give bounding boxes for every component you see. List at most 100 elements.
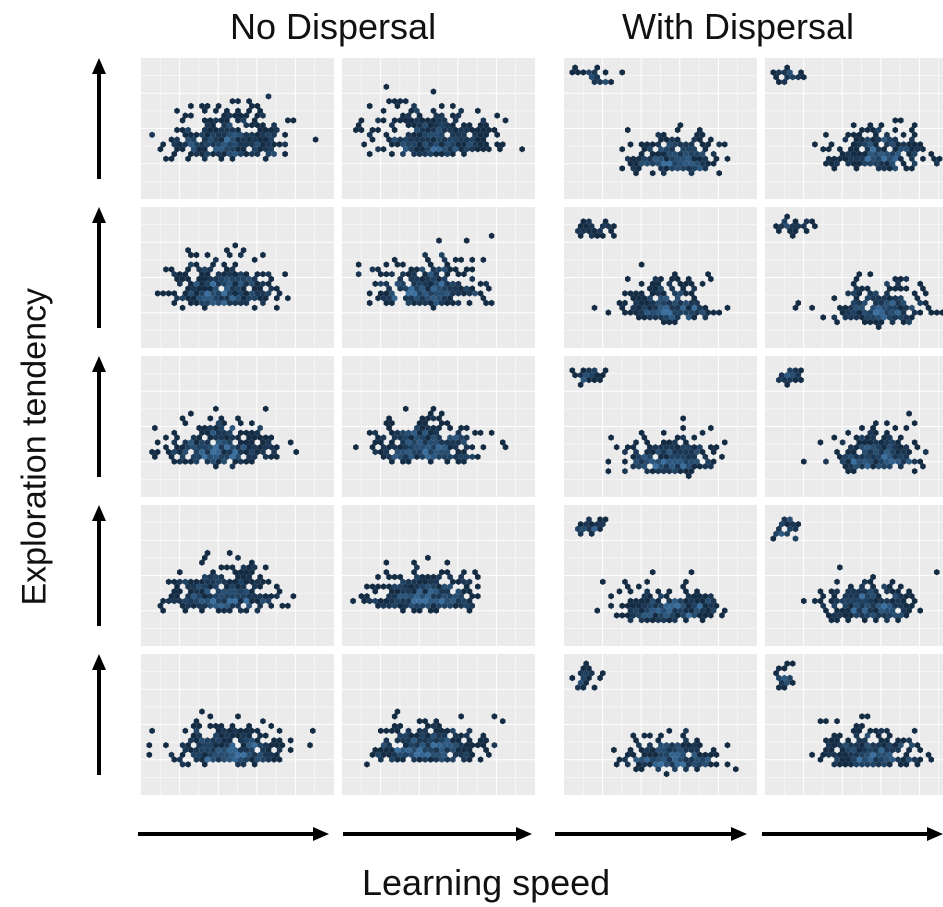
- hexbin-cell: [251, 304, 258, 311]
- hexbin-cell: [647, 304, 653, 311]
- hexbin-cell: [688, 607, 695, 614]
- hexbin-cell: [674, 453, 681, 460]
- hexbin-cell: [898, 593, 904, 600]
- hexbin-cell: [196, 424, 202, 432]
- hexbin-cell: [447, 136, 453, 143]
- hexbin-cell: [792, 376, 799, 384]
- hexbin-cell: [414, 126, 420, 134]
- hexbin-cell: [870, 742, 876, 749]
- hexbin-cell: [837, 732, 843, 739]
- hexbin-cell: [246, 434, 252, 441]
- hexbin-cell: [647, 602, 653, 609]
- hexbin-cell: [669, 602, 675, 609]
- hexbin-cell: [691, 453, 697, 460]
- hexbin-cell: [177, 448, 183, 456]
- hexbin-cell: [469, 266, 475, 273]
- hexbin-cell: [663, 155, 670, 162]
- hexbin-cell: [405, 429, 412, 436]
- hexbin-cell: [884, 607, 890, 614]
- hexbin-cell: [226, 549, 233, 557]
- hexbin-cell: [213, 424, 219, 432]
- hexbin-cell: [182, 746, 189, 754]
- hexbin-cell: [246, 98, 252, 105]
- hexbin-cell: [251, 453, 258, 460]
- hexbin-cell: [226, 141, 233, 148]
- hexbin-cell: [669, 165, 675, 172]
- hexbin-cell: [452, 126, 459, 134]
- hexbin-cell: [414, 146, 420, 153]
- hexbin-cell: [276, 727, 283, 734]
- hexbin-cell: [641, 602, 648, 609]
- hexbin-cell: [411, 429, 417, 436]
- hexbin-cell: [265, 93, 272, 100]
- hexbin-cell: [146, 742, 153, 749]
- hexbin-cell: [204, 102, 211, 110]
- hexbin-cell: [658, 165, 664, 172]
- hexbin-cell: [655, 756, 661, 763]
- hexbin-cell: [391, 573, 398, 581]
- hexbin-cell: [886, 136, 893, 143]
- hexbin-cell: [870, 463, 876, 470]
- hexbin-cell: [638, 309, 645, 316]
- hexbin-cell: [414, 295, 420, 302]
- hexbin-cell: [414, 742, 420, 749]
- hexbin-cell: [666, 150, 673, 158]
- hexbin-cell: [685, 453, 692, 460]
- hexbin-cell: [666, 617, 673, 624]
- hexbin-cell: [608, 227, 614, 235]
- hexbin-cell: [171, 588, 177, 595]
- hexbin-cell: [699, 756, 706, 763]
- hexbin-cell: [486, 126, 492, 134]
- hexbin-cell: [691, 444, 697, 451]
- hexbin-cell: [853, 453, 860, 460]
- hexbin-cell: [226, 746, 233, 754]
- hexbin-cell: [427, 122, 434, 129]
- hexbin-cell: [411, 299, 417, 307]
- hexbin-cell: [174, 434, 180, 441]
- hexbin-cell: [243, 271, 250, 278]
- hexbin-cell: [674, 444, 681, 451]
- hexbin-cell: [461, 588, 467, 595]
- hexbin-cell: [260, 597, 266, 605]
- hexbin-cell: [900, 299, 907, 307]
- hexbin-cell: [680, 751, 686, 758]
- hexbin-cell: [627, 309, 634, 316]
- hexbin-cell: [655, 299, 661, 307]
- hexbin-cell: [254, 290, 261, 297]
- hexbin-cell: [238, 756, 244, 763]
- hexbin-cell: [165, 597, 172, 605]
- hexbin-cell: [839, 756, 846, 763]
- hexbin-cell: [366, 102, 373, 110]
- hexbin-cell: [246, 573, 252, 581]
- hexbin-cell: [185, 444, 191, 451]
- hexbin-cell: [823, 131, 829, 138]
- hexbin-cell: [378, 448, 384, 456]
- hexbin-cell: [875, 732, 882, 739]
- hexbin-cell: [705, 271, 711, 278]
- hexbin-cell: [694, 766, 700, 773]
- hexbin-cell: [480, 256, 487, 263]
- hexbin-cell: [193, 299, 200, 307]
- hexbin-cell: [444, 150, 451, 158]
- hexbin-cell: [895, 448, 901, 456]
- hexbin-cell: [677, 597, 684, 605]
- hexbin-cell: [486, 285, 492, 292]
- hexbin-cell: [204, 756, 211, 763]
- hexbin-cell: [784, 213, 790, 220]
- hexbin-cell: [238, 251, 244, 259]
- hexbin-cell: [397, 285, 403, 292]
- hexbin-cell: [422, 420, 428, 427]
- hexbin-cell: [683, 141, 689, 148]
- hexbin-cell: [168, 751, 175, 758]
- hexbin-cell: [375, 573, 381, 581]
- hexbin-cell: [441, 751, 448, 758]
- hexbin-cell: [884, 746, 890, 754]
- hexbin-cell: [853, 136, 860, 143]
- hexbin-cell: [475, 583, 481, 590]
- hexbin-cell: [190, 285, 197, 292]
- hexbin-cell: [831, 165, 838, 172]
- hexbin-cell: [243, 597, 250, 605]
- hexbin-cell: [906, 607, 912, 614]
- hexbin-cell: [307, 742, 313, 749]
